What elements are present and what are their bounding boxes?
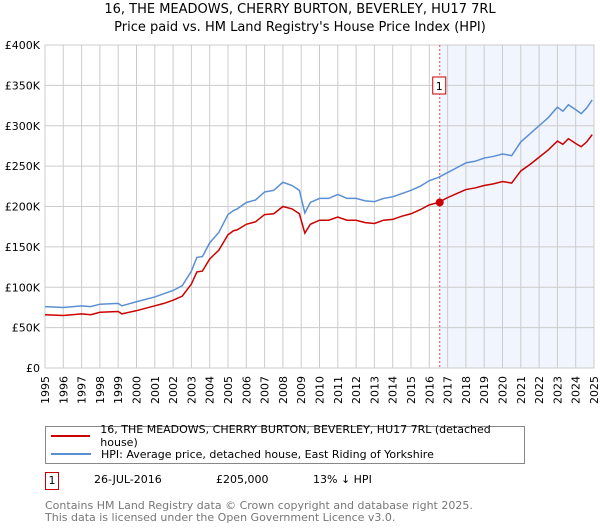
y-tick-label: £150K — [5, 241, 41, 254]
chart-subtitle: Price paid vs. HM Land Registry's House … — [114, 20, 486, 35]
sale-hpi-diff: 13% ↓ HPI — [313, 473, 372, 486]
x-tick-label: 1999 — [112, 376, 125, 404]
x-tick-label: 1998 — [94, 376, 107, 404]
y-tick-label: £50K — [12, 322, 41, 335]
x-tick-label: 2021 — [515, 376, 528, 404]
x-tick-label: 2003 — [185, 376, 198, 404]
plot-frame — [44, 44, 595, 369]
legend-item-hpi: HPI: Average price, detached house, East… — [46, 445, 434, 463]
footer-line-1: Contains HM Land Registry data © Crown c… — [45, 499, 473, 512]
x-tick-label: 2024 — [570, 376, 583, 404]
price-line — [44, 134, 593, 317]
x-tick-label: 2009 — [295, 376, 308, 404]
sale-marker-box — [432, 76, 447, 95]
x-tick-label: 2016 — [423, 376, 436, 404]
x-tick-label: 2011 — [332, 376, 345, 404]
sale-price: £205,000 — [216, 473, 269, 486]
sale-point — [435, 198, 444, 207]
sale-marker-label: 1 — [436, 80, 443, 93]
y-tick-label: £350K — [5, 79, 41, 92]
x-tick-label: 2007 — [259, 376, 272, 404]
x-tick-label: 1995 — [39, 376, 52, 404]
chart-title: 16, THE MEADOWS, CHERRY BURTON, BEVERLEY… — [104, 2, 496, 17]
x-tick-label: 2004 — [204, 376, 217, 404]
y-tick-label: £0 — [26, 362, 40, 375]
x-tick-label: 2008 — [277, 376, 290, 404]
x-tick-label: 2005 — [222, 376, 235, 404]
x-tick-label: 2023 — [551, 376, 564, 404]
plot-area: 1995 1996 1997 1998 1999 2000 2001 2002 2003 2004… — [5, 39, 600, 404]
legend-label: HPI: Average price, detached house, East… — [101, 447, 434, 461]
x-tick-label: 2013 — [368, 376, 381, 404]
x-tick-label: 2000 — [131, 376, 144, 404]
legend-swatch-blue — [51, 453, 91, 455]
x-tick-label: 2020 — [497, 376, 510, 404]
y-tick-label: £300K — [5, 120, 41, 133]
footer-line-2: This data is licensed under the Open Gov… — [45, 511, 396, 524]
y-tick-label: £400K — [5, 39, 41, 52]
x-tick-label: 2025 — [588, 376, 600, 404]
x-tick-label: 2002 — [167, 376, 180, 404]
y-tick-label: £100K — [5, 281, 41, 294]
sale-marker-badge: 1 — [45, 472, 59, 490]
y-tick-label: £250K — [5, 160, 41, 173]
x-tick-label: 2006 — [240, 376, 253, 404]
x-tick-label: 2022 — [533, 376, 546, 404]
legend-swatch-red — [51, 435, 91, 437]
x-tick-label: 2012 — [350, 376, 363, 404]
x-tick-label: 2018 — [460, 376, 473, 404]
x-tick-label: 1997 — [76, 376, 89, 404]
legend-item-property: 16, THE MEADOWS, CHERRY BURTON, BEVERLEY… — [46, 423, 524, 449]
x-tick-label: 2017 — [442, 376, 455, 404]
x-tick-label: 2010 — [314, 376, 327, 404]
x-tick-label: 2001 — [149, 376, 162, 404]
y-tick-label: £200K — [5, 201, 41, 214]
x-tick-label: 2019 — [478, 376, 491, 404]
sale-date: 26-JUL-2016 — [94, 473, 162, 486]
x-tick-label: 2014 — [387, 376, 400, 404]
hpi-line — [44, 99, 593, 309]
legend-label: 16, THE MEADOWS, CHERRY BURTON, BEVERLEY… — [100, 423, 491, 449]
legend: 16, THE MEADOWS, CHERRY BURTON, BEVERLEY… — [45, 423, 525, 464]
x-tick-label: 1996 — [57, 376, 70, 404]
x-tick-label: 2015 — [405, 376, 418, 404]
